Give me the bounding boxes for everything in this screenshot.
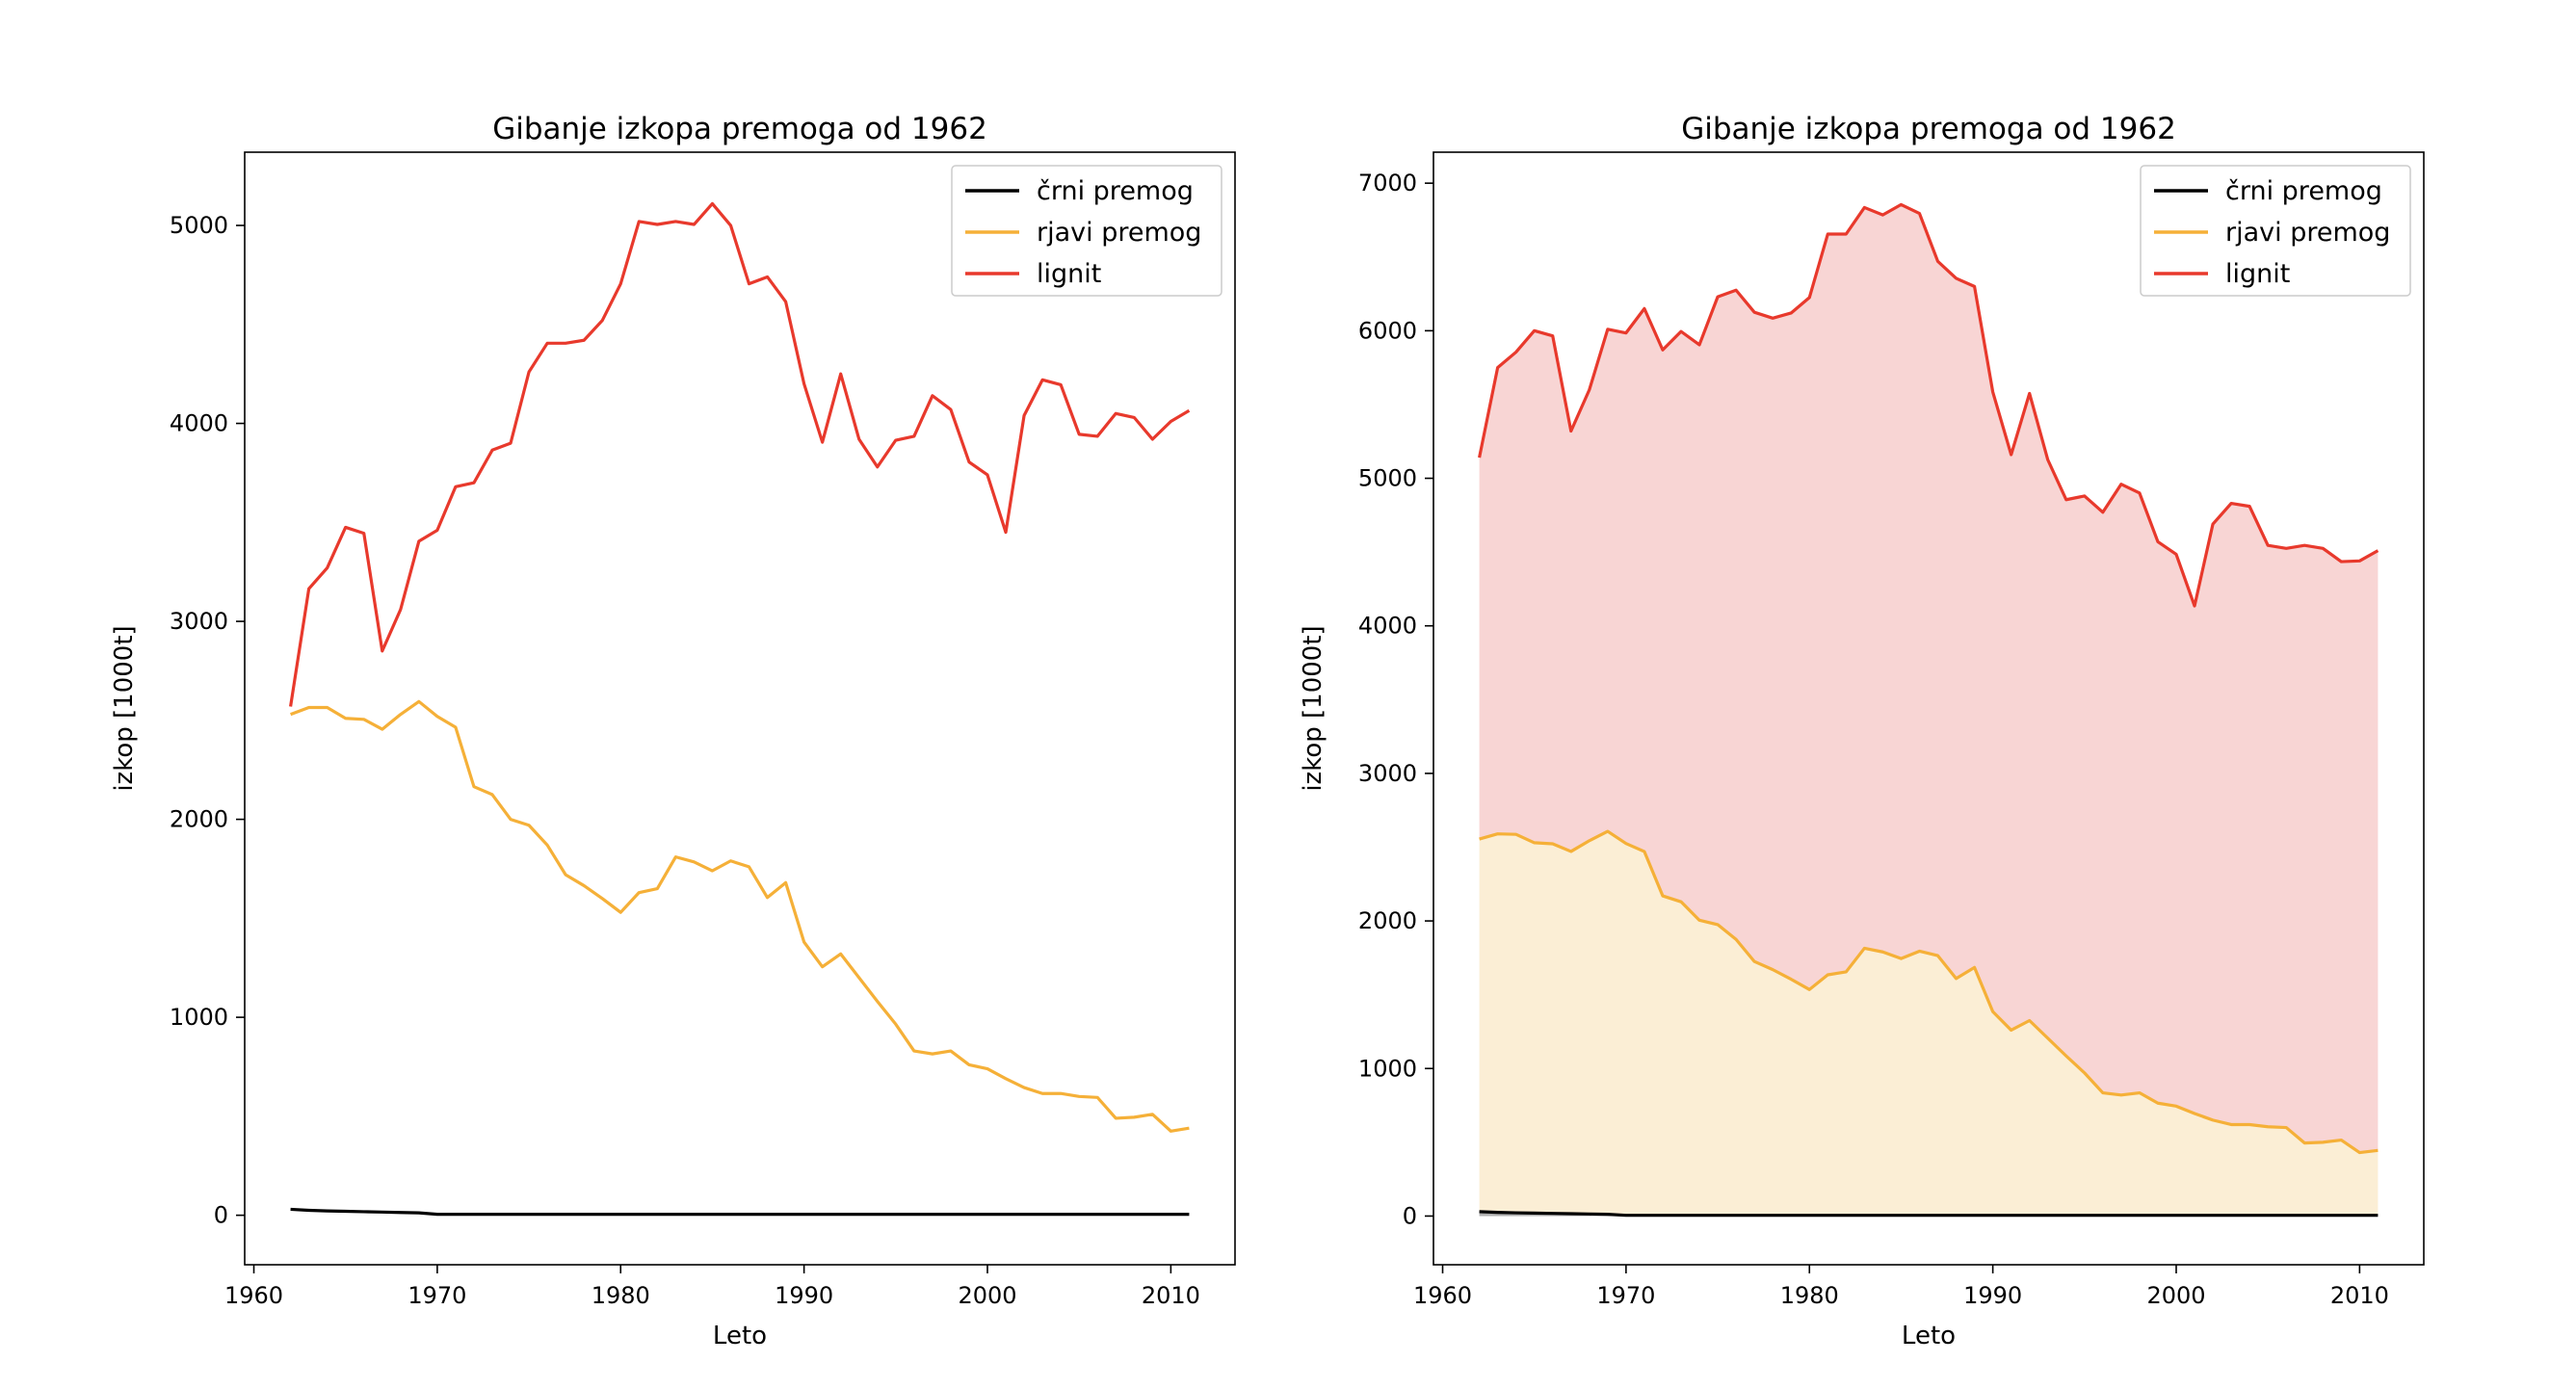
x-tick-label: 1960 xyxy=(1413,1282,1472,1309)
legend: črni premog rjavi premog lignit xyxy=(951,165,1222,297)
series-line-0 xyxy=(290,1207,1190,1217)
legend-label-0: črni premog xyxy=(1037,176,1194,206)
x-tick-label: 2000 xyxy=(2146,1282,2205,1309)
legend-label-1: rjavi premog xyxy=(1037,218,1201,248)
x-tick-label: 2000 xyxy=(958,1282,1016,1309)
x-tick-label: 1990 xyxy=(775,1282,833,1309)
y-tick-label: 5000 xyxy=(1358,465,1417,492)
y-tick-label: 3000 xyxy=(170,608,228,635)
x-tick-label: 1980 xyxy=(1780,1282,1839,1309)
left-line-chart: Gibanje izkopa premoga od 1962 Leto izkop … xyxy=(110,112,1236,1350)
x-tick-label: 2010 xyxy=(2330,1282,2389,1309)
y-tick-label: 6000 xyxy=(1358,317,1417,344)
x-tick-label: 2010 xyxy=(1142,1282,1200,1309)
series-line-0 xyxy=(1479,1210,2379,1218)
legend: črni premog rjavi premog lignit xyxy=(2140,165,2411,297)
y-tick-label: 4000 xyxy=(170,410,228,437)
y-tick-label: 2000 xyxy=(170,806,228,833)
y-axis-label: izkop [1000t] xyxy=(1299,625,1327,791)
x-axis-label: Leto xyxy=(713,1322,767,1350)
x-axis-label: Leto xyxy=(1902,1322,1956,1350)
area-fill-1 xyxy=(1479,831,2379,1216)
y-tick-label: 0 xyxy=(214,1202,228,1229)
x-tick-label: 1980 xyxy=(591,1282,650,1309)
legend-label-0: črni premog xyxy=(2225,176,2382,206)
y-tick-label: 3000 xyxy=(1358,760,1417,787)
area-fill-2 xyxy=(1479,204,2379,1153)
y-tick-label: 7000 xyxy=(1358,170,1417,197)
plot-frame xyxy=(244,151,1236,1266)
legend-box xyxy=(951,165,1222,297)
plot-frame xyxy=(1433,151,2425,1266)
chart-title: Gibanje izkopa premoga od 1962 xyxy=(492,112,987,146)
series-line-2 xyxy=(1478,202,2379,608)
y-tick-label: 2000 xyxy=(1358,907,1417,934)
series-line-2 xyxy=(289,201,1191,707)
y-tick-label: 5000 xyxy=(170,212,228,239)
y-tick-label: 1000 xyxy=(1358,1055,1417,1082)
chart-title: Gibanje izkopa premoga od 1962 xyxy=(1681,112,2176,146)
series-line-1 xyxy=(1479,829,2379,1155)
x-tick-label: 1970 xyxy=(407,1282,466,1309)
y-tick-label: 1000 xyxy=(170,1004,228,1031)
y-tick-label: 4000 xyxy=(1358,613,1417,640)
legend-box xyxy=(2140,165,2411,297)
plot-marks xyxy=(289,201,1191,1217)
x-tick-label: 1990 xyxy=(1963,1282,2022,1309)
series-line-1 xyxy=(290,699,1190,1133)
x-tick-label: 1960 xyxy=(224,1282,283,1309)
plot-marks xyxy=(1478,202,2379,1218)
right-area-chart: Gibanje izkopa premoga od 1962 Leto izkop … xyxy=(1299,112,2425,1350)
y-tick-label: 0 xyxy=(1403,1202,1417,1229)
y-axis-label: izkop [1000t] xyxy=(110,625,139,791)
legend-label-1: rjavi premog xyxy=(2225,218,2390,248)
x-tick-label: 1970 xyxy=(1596,1282,1655,1309)
legend-label-2: lignit xyxy=(2225,259,2290,289)
legend-label-2: lignit xyxy=(1037,259,1101,289)
